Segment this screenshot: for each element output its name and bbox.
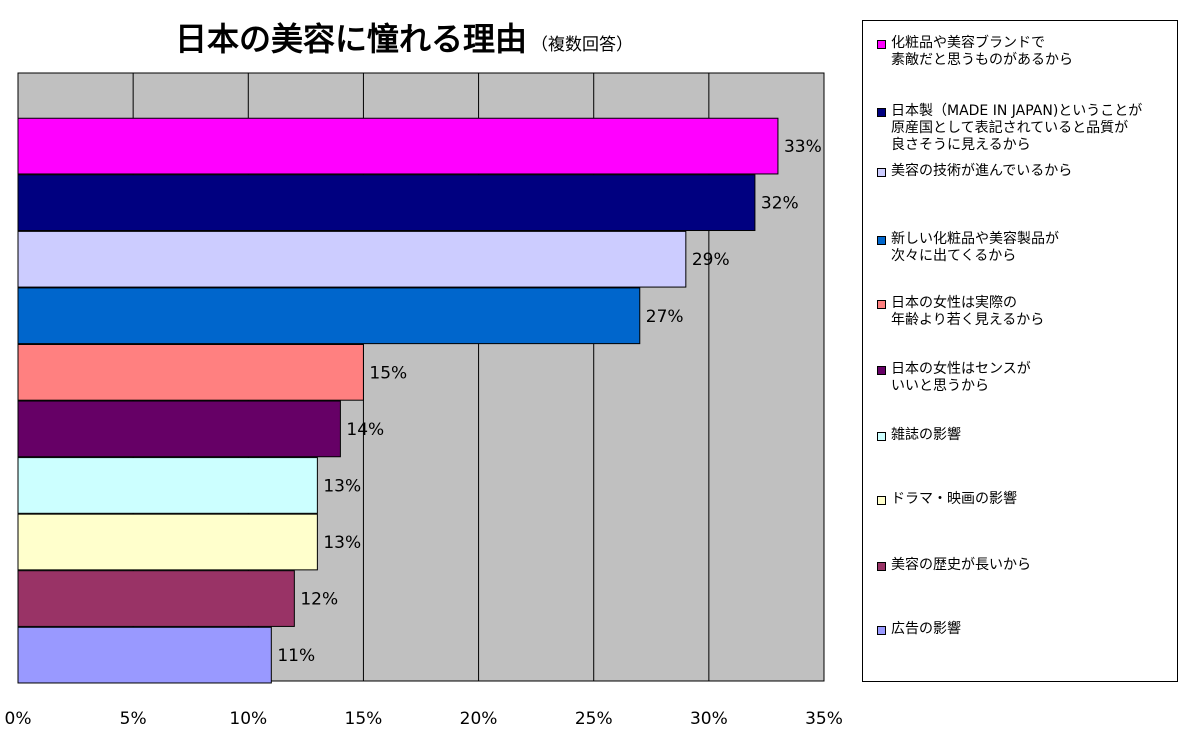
bar	[17, 570, 295, 627]
x-tick-label: 20%	[460, 709, 498, 729]
x-tick-label: 35%	[805, 709, 843, 729]
legend-swatch	[877, 108, 886, 117]
legend-label: 日本の女性は実際の 年齢より若く見えるから	[891, 295, 1045, 328]
x-tick-label: 30%	[690, 709, 728, 729]
data-label: 33%	[784, 137, 822, 157]
bar	[17, 513, 318, 571]
legend-swatch	[877, 168, 886, 177]
x-tick-label: 5%	[120, 709, 147, 729]
legend-item: 日本の女性は実際の 年齢より若く見えるから	[877, 295, 1173, 329]
legend-item: ドラマ・映画の影響	[877, 491, 1173, 508]
legend-item: 新しい化粧品や美容製品が 次々に出てくるから	[877, 231, 1173, 265]
legend-swatch	[877, 236, 886, 245]
legend-swatch	[877, 496, 886, 505]
chart-title: 日本の美容に憧れる理由	[175, 20, 528, 58]
data-label: 29%	[692, 250, 730, 270]
legend-item: 広告の影響	[877, 621, 1173, 638]
legend-item: 化粧品や美容ブランドで 素敵だと思うものがあるから	[877, 35, 1173, 69]
data-label: 11%	[277, 646, 315, 666]
data-label: 14%	[346, 420, 384, 440]
x-tick-label: 15%	[345, 709, 383, 729]
legend-label: 美容の歴史が長いから	[891, 557, 1031, 573]
bar	[17, 626, 272, 684]
bar	[17, 287, 641, 345]
legend-label: 新しい化粧品や美容製品が 次々に出てくるから	[891, 231, 1059, 264]
legend-label: 広告の影響	[891, 621, 961, 637]
legend: 化粧品や美容ブランドで 素敵だと思うものがあるから日本製（MADE IN JAP…	[862, 20, 1178, 682]
legend-swatch	[877, 626, 886, 635]
legend-item: 日本製（MADE IN JAPAN)ということが 原産国として表記されていると品…	[877, 103, 1173, 154]
legend-label: ドラマ・映画の影響	[891, 491, 1017, 507]
chart-subtitle: （複数回答）	[531, 35, 634, 55]
data-label: 13%	[323, 476, 361, 496]
bar	[17, 117, 779, 175]
data-label: 15%	[369, 363, 407, 383]
legend-item: 美容の歴史が長いから	[877, 557, 1173, 574]
legend-swatch	[877, 366, 886, 375]
legend-swatch	[877, 562, 886, 571]
legend-item: 日本の女性はセンスが いいと思うから	[877, 361, 1173, 395]
legend-label: 雑誌の影響	[891, 427, 961, 443]
legend-label: 日本製（MADE IN JAPAN)ということが 原産国として表記されていると品…	[891, 103, 1143, 153]
data-label: 13%	[323, 533, 361, 553]
bar	[17, 230, 687, 288]
legend-swatch	[877, 432, 886, 441]
legend-label: 日本の女性はセンスが いいと思うから	[891, 361, 1031, 394]
legend-swatch	[877, 300, 886, 309]
legend-item: 雑誌の影響	[877, 427, 1173, 444]
data-label: 12%	[300, 590, 338, 610]
bar	[17, 400, 341, 458]
bar	[17, 457, 318, 514]
x-tick-label: 10%	[229, 709, 267, 729]
legend-swatch	[877, 40, 886, 49]
data-label: 27%	[646, 307, 684, 327]
legend-label: 化粧品や美容ブランドで 素敵だと思うものがあるから	[891, 35, 1073, 68]
bar	[17, 174, 756, 232]
x-tick-label: 25%	[575, 709, 613, 729]
x-tick-label: 0%	[5, 709, 32, 729]
legend-item: 美容の技術が進んでいるから	[877, 163, 1173, 180]
legend-label: 美容の技術が進んでいるから	[891, 163, 1073, 179]
bar	[17, 343, 364, 401]
data-label: 32%	[761, 194, 799, 214]
chart-title-block: 日本の美容に憧れる理由 （複数回答）	[175, 14, 633, 64]
